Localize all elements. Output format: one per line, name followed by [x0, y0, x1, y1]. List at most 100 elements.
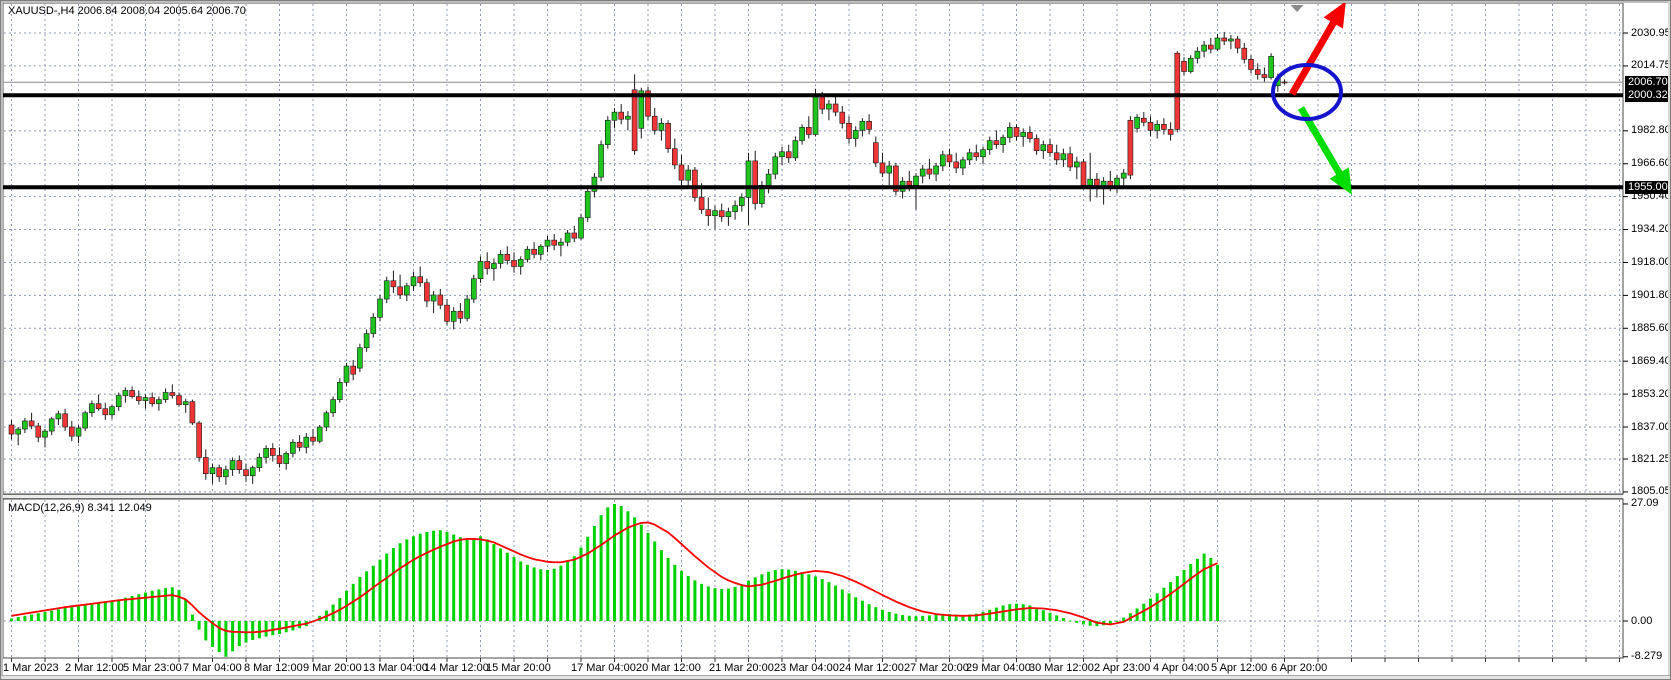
macd-histogram-bar: [77, 606, 80, 621]
candle-bear: [866, 120, 872, 130]
price-axis-label: 1918.00: [1631, 255, 1671, 268]
candle-bear: [832, 103, 839, 113]
macd-histogram-bar: [358, 576, 362, 621]
candle-bull: [115, 395, 122, 407]
candle-bull: [1040, 144, 1047, 152]
candle-bull: [1000, 137, 1006, 145]
window-frame-right: [1668, 1, 1670, 679]
macd-histogram-bar: [83, 605, 87, 621]
macd-histogram-bar: [887, 611, 891, 621]
macd-histogram-bar: [103, 601, 107, 621]
candle-bear: [424, 282, 430, 302]
candle-bull: [986, 140, 993, 151]
candle-bear: [946, 154, 953, 163]
macd-histogram-bar: [546, 570, 549, 621]
candle-bear: [1161, 124, 1167, 130]
candle-bull: [209, 467, 216, 475]
candle-bear: [872, 142, 879, 164]
candle-bear: [390, 280, 397, 288]
macd-histogram-bar: [1041, 610, 1045, 621]
candle-bull: [826, 103, 832, 110]
macd-histogram-bar: [525, 564, 529, 621]
candle-bull: [323, 412, 330, 428]
candle-bear: [457, 310, 464, 319]
macd-histogram-bar: [613, 503, 616, 621]
macd-histogram-bar: [586, 536, 590, 621]
macd-histogram-bar: [97, 603, 101, 621]
macd-histogram-bar: [505, 552, 509, 621]
macd-histogram-bar: [211, 621, 214, 647]
ellipse-annotation[interactable]: [1271, 63, 1343, 121]
candle-bear: [95, 403, 102, 410]
candle-bear: [437, 294, 444, 306]
date-axis-label: 21 Mar 20:00: [709, 662, 774, 674]
macd-axis-label: 27.09: [1631, 497, 1659, 510]
candle-bear: [1254, 69, 1261, 75]
macd-histogram-bar: [532, 567, 536, 621]
candle-bull: [1074, 161, 1080, 168]
macd-histogram-bar: [874, 607, 878, 621]
macd-histogram-bar: [800, 572, 804, 621]
macd-histogram-bar: [1115, 621, 1119, 622]
candle-bear: [169, 392, 176, 396]
candle-bull: [980, 149, 986, 158]
macd-histogram-bar: [894, 613, 898, 621]
macd-histogram-bar: [834, 585, 838, 621]
macd-histogram-bar: [981, 611, 985, 621]
macd-histogram-bar: [1189, 563, 1193, 621]
candle-bear: [718, 210, 725, 218]
macd-histogram-bar: [1122, 617, 1126, 621]
macd-histogram-bar: [278, 621, 281, 634]
candle-bear: [671, 148, 678, 166]
chart-shift-marker-icon[interactable]: [1290, 5, 1304, 12]
macd-histogram-bar: [1055, 615, 1059, 621]
date-axis-label: 7 Mar 04:00: [183, 662, 242, 674]
candle-bull: [625, 115, 631, 120]
price-pane[interactable]: [2, 2, 1624, 495]
window-frame-bottom: [1, 675, 1670, 679]
macd-histogram-bar: [452, 534, 456, 621]
macd-histogram-bar: [50, 610, 54, 621]
window-frame-left: [1, 1, 3, 679]
macd-histogram-bar: [237, 621, 241, 647]
candle-bear: [893, 165, 899, 192]
macd-histogram-bar: [907, 615, 911, 621]
macd-histogram-bar: [646, 532, 650, 621]
date-axis-label: 6 Apr 20:00: [1271, 662, 1328, 674]
candle-bull: [913, 175, 919, 186]
candle-bear: [1013, 127, 1020, 137]
macd-histogram-bar: [257, 621, 261, 639]
macd-histogram-bar: [599, 515, 603, 621]
macd-histogram-bar: [23, 615, 27, 621]
pane-separator[interactable]: [3, 494, 1623, 499]
macd-histogram-bar: [881, 609, 884, 621]
candle-bull: [370, 317, 377, 334]
candle-bull: [22, 420, 28, 430]
macd-histogram-bar: [378, 559, 382, 621]
macd-histogram-bar: [901, 614, 905, 621]
candle-bear: [645, 90, 651, 117]
candle-bull: [939, 154, 946, 167]
macd-histogram-bar: [1195, 558, 1199, 621]
candle-bear: [926, 168, 933, 175]
candle-bear: [8, 424, 15, 435]
macd-histogram-bar: [854, 597, 858, 621]
macd-histogram-bar: [1149, 598, 1152, 621]
candle-bear: [216, 467, 222, 478]
date-axis-label: 29 Mar 04:00: [966, 662, 1031, 674]
bullish-arrow-annotation[interactable]: [1288, 1, 1346, 96]
macd-histogram-bar: [827, 582, 831, 621]
candle-bull: [745, 160, 752, 198]
candle-bull: [89, 403, 95, 414]
candle-bull: [1020, 132, 1027, 137]
macd-histogram-bar: [438, 530, 442, 621]
macd-histogram-bar: [1155, 593, 1159, 621]
macd-histogram-bar: [56, 609, 60, 621]
price-tag-current: 2006.70: [1625, 75, 1670, 89]
candle-bear: [1174, 52, 1181, 130]
macd-histogram-bar: [144, 592, 147, 621]
candle-bull: [1214, 37, 1221, 50]
candle-bull: [779, 151, 785, 158]
candle-bull: [725, 211, 732, 218]
